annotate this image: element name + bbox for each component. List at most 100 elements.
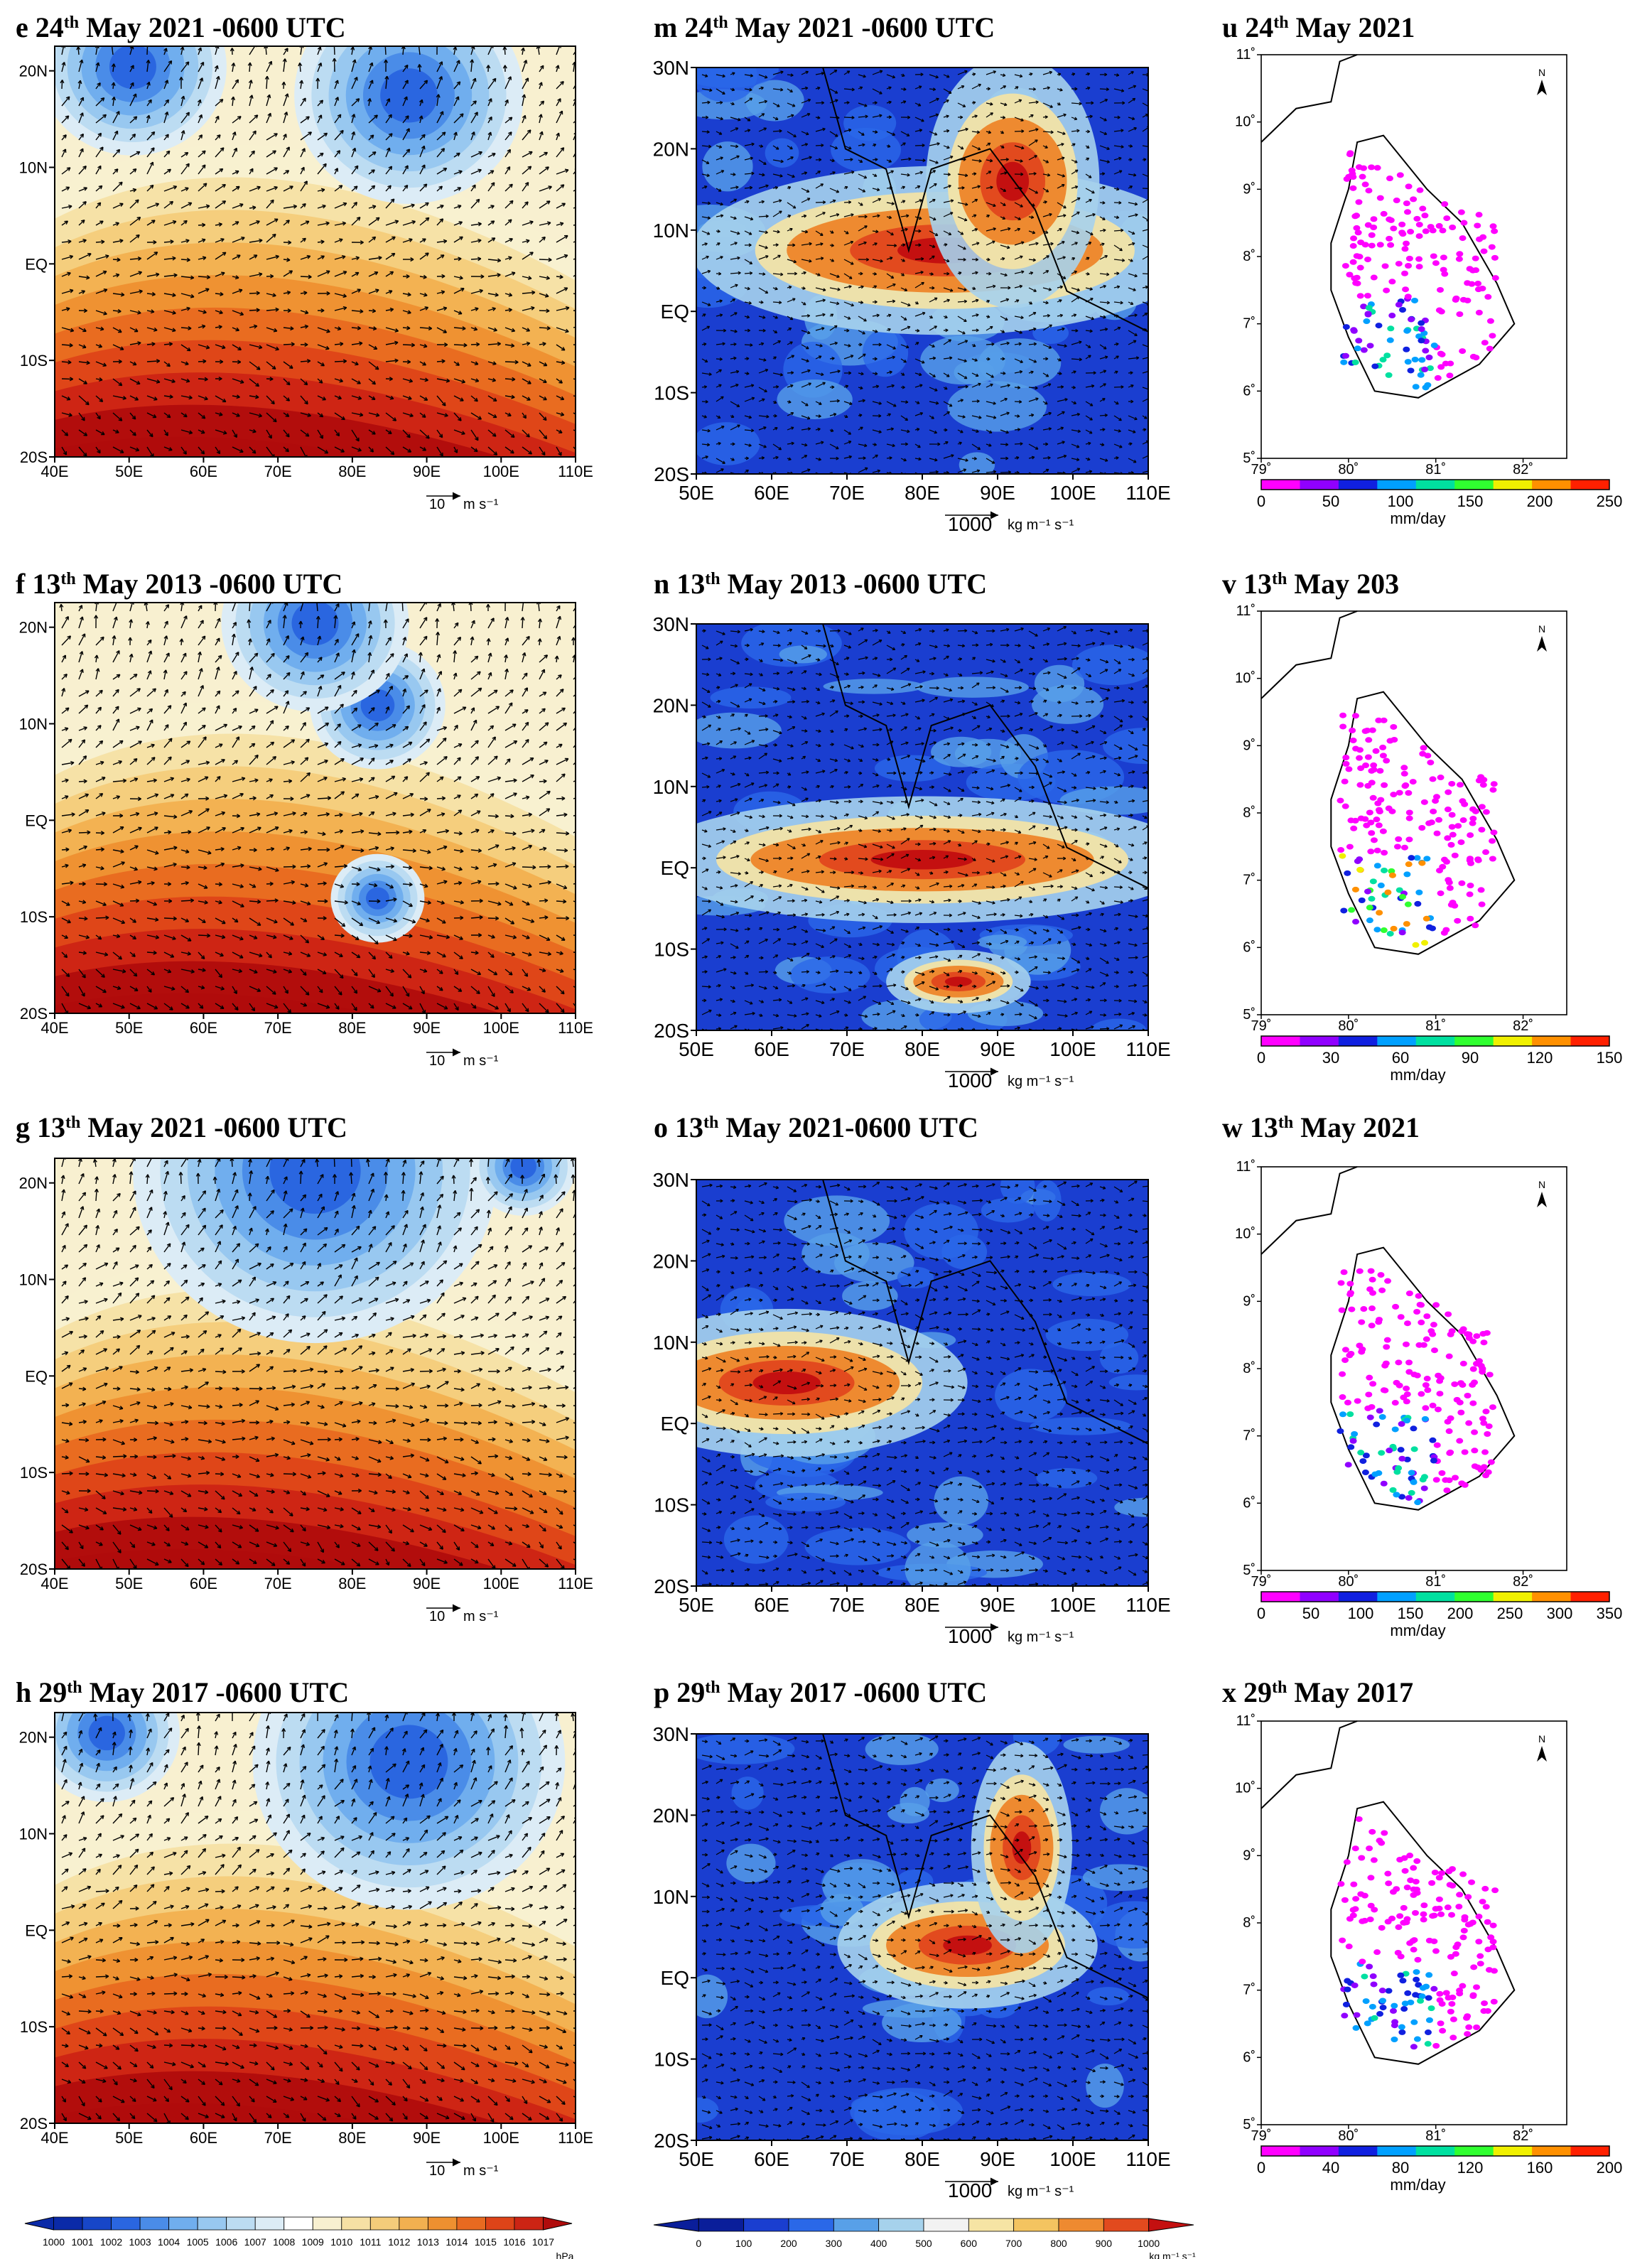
rain-frame (1260, 610, 1567, 1015)
station-dot (1386, 738, 1394, 744)
station-dot (1375, 807, 1383, 813)
pressure-frame (54, 45, 576, 458)
station-dot (1484, 1430, 1491, 1437)
station-dot (1388, 868, 1395, 874)
station-dot (1395, 887, 1403, 893)
y-tick-label: 10N (19, 1271, 48, 1289)
pressure-colorbar-segment (197, 2216, 227, 2231)
x-tick-label: 80˚ (1338, 2128, 1359, 2144)
y-tick-label: 10˚ (1235, 671, 1256, 686)
station-dot (1403, 200, 1410, 207)
station-dot (1425, 924, 1433, 930)
station-dot (1367, 848, 1375, 855)
station-dot (1447, 902, 1455, 908)
station-dot (1346, 1916, 1354, 1922)
station-dot (1395, 261, 1403, 267)
x-tick-label: 60E (190, 463, 217, 480)
rain-colorbar-segment (1454, 2146, 1494, 2156)
station-dot (1432, 1477, 1440, 1483)
station-dot (1359, 1346, 1366, 1352)
station-dot (1399, 893, 1407, 900)
rain-colorbar-segment (1377, 480, 1417, 490)
y-tick-label: 7˚ (1243, 316, 1256, 332)
station-dot (1405, 263, 1413, 269)
rain-colorbar-segment (1377, 2146, 1417, 2156)
station-dot (1352, 919, 1360, 925)
station-dot (1458, 1328, 1466, 1335)
x-tick-label: 80E (905, 2148, 940, 2170)
rain-colorbar-unit: mm/day (1390, 2176, 1445, 2194)
x-tick-label: 100E (1049, 1038, 1096, 1060)
station-dot (1353, 253, 1361, 259)
station-dot (1346, 271, 1354, 278)
colorbar-arrow-right (542, 2216, 573, 2231)
station-dot (1464, 2031, 1472, 2037)
rain-colorbar-segment (1532, 1592, 1572, 1602)
station-dot (1413, 1976, 1420, 1983)
station-dot (1373, 847, 1381, 853)
rain-panel-u: u 24th May 2021 N 79˚ 80˚ 81˚ 82˚ 11˚ 10˚ 9˚ 8˚ 7˚… (1222, 11, 1622, 527)
station-dot (1368, 1276, 1376, 1283)
station-dot (1419, 205, 1427, 212)
station-dot (1400, 765, 1408, 771)
y-tick-label: 7˚ (1243, 873, 1256, 888)
y-tick-label: 5˚ (1243, 451, 1256, 466)
station-dot (1398, 230, 1406, 236)
station-dot (1373, 165, 1381, 171)
station-dot (1471, 1447, 1479, 1454)
y-tick-label: 20N (653, 1804, 689, 1826)
station-dot (1366, 809, 1373, 816)
station-dot (1405, 809, 1413, 816)
station-dot (1441, 271, 1449, 277)
x-tick-label: 70E (829, 482, 865, 504)
station-dot (1364, 222, 1372, 228)
station-dot (1445, 789, 1452, 795)
station-dot (1354, 230, 1362, 236)
pressure-field (55, 603, 576, 1013)
station-dot (1346, 1352, 1354, 1359)
station-dot (1368, 1828, 1376, 1835)
y-tick-label: EQ (661, 1967, 689, 1989)
station-dot (1461, 1449, 1469, 1455)
reference-vector-value: 10 (429, 1053, 445, 1069)
station-dot (1432, 794, 1440, 800)
station-dot (1407, 1999, 1415, 2005)
station-dot (1418, 825, 1426, 831)
station-dot (1341, 778, 1349, 785)
station-dot (1475, 236, 1483, 242)
x-tick-label: 90E (980, 482, 1015, 504)
station-dot (1398, 221, 1406, 227)
station-dot (1482, 809, 1490, 815)
pressure-colorbar-segment (111, 2216, 141, 2231)
station-dot (1438, 351, 1446, 357)
station-dot (1373, 927, 1381, 933)
india-coastline (1260, 610, 1358, 699)
station-dot (1405, 255, 1413, 262)
station-dot (1377, 883, 1385, 889)
station-dot (1440, 929, 1448, 936)
rain-colorbar-label: 40 (1322, 2159, 1339, 2177)
north-arrow-icon (1537, 636, 1547, 652)
station-dot (1401, 1867, 1409, 1874)
station-dot (1398, 929, 1406, 936)
moisture-panel-p: p 29th May 2017 -0600 UTC 50E 60E 70E 80E 90E… (653, 1676, 1171, 2201)
station-dot (1360, 303, 1368, 310)
rain-panel-title: x 29th May 2017 (1222, 1676, 1413, 1708)
moisture-colorbar-segment (1103, 2218, 1150, 2232)
y-tick-label: 11˚ (1236, 1713, 1256, 1729)
y-tick-label: EQ (661, 857, 689, 879)
wind-vectors (59, 603, 576, 1013)
station-dot (1403, 1385, 1410, 1391)
station-dot (1460, 1927, 1468, 1934)
station-dot (1361, 728, 1369, 734)
station-dot (1373, 816, 1381, 823)
coastline (822, 1180, 1148, 1445)
station-dot (1442, 360, 1449, 367)
station-dot (1405, 1290, 1413, 1297)
station-dot (1432, 1948, 1440, 1954)
y-tick-label: EQ (25, 1921, 48, 1939)
station-dot (1467, 860, 1474, 866)
station-dot (1408, 855, 1415, 861)
station-dot (1346, 843, 1354, 850)
station-dot (1397, 1314, 1405, 1320)
